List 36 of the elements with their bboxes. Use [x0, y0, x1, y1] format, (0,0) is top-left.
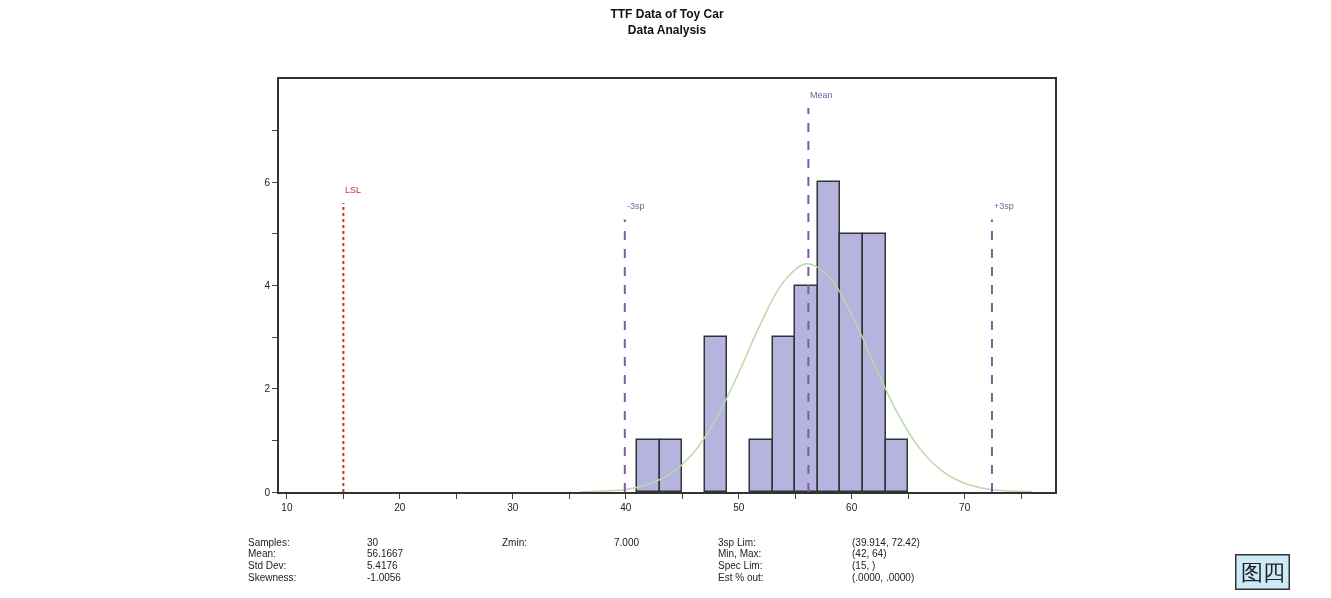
text: 56.1667: [367, 548, 404, 559]
text: 3sp Lim:: [718, 537, 756, 548]
y-tick-label: 6: [264, 176, 271, 188]
x-tick-label: 20: [394, 502, 406, 513]
text: (.0000, .0000): [852, 572, 915, 583]
text: Mean:: [248, 548, 276, 559]
text: Zmin:: [502, 537, 527, 548]
text: Est % out:: [718, 572, 764, 583]
x-tick-label: 10: [281, 502, 293, 513]
text: (42, 64): [852, 548, 887, 559]
y-tick-label: 4: [264, 280, 271, 291]
x-tick-label: 70: [959, 502, 971, 513]
text: Spec Lim:: [718, 560, 763, 571]
text: 图四: [1240, 559, 1285, 585]
x-tick-label: 60: [846, 502, 858, 513]
ref-line-label: Mean: [810, 90, 833, 100]
text: (39.914, 72.42): [852, 537, 920, 548]
text: (15, ): [852, 560, 876, 571]
x-tick-label: 50: [733, 502, 745, 513]
text: 5.4176: [367, 560, 399, 571]
ref-line-label: +3sp: [994, 201, 1014, 211]
text: Std Dev:: [248, 560, 287, 571]
text: 7.000: [614, 537, 640, 548]
text: Skewness:: [248, 572, 297, 583]
text: 30: [367, 537, 379, 548]
text: Samples:: [248, 537, 290, 548]
line-series: [579, 263, 1034, 492]
chart-title: TTF Data of Toy Car Data Analysis: [610, 7, 724, 37]
text: Min, Max:: [718, 548, 762, 559]
text: -1.0056: [367, 572, 402, 583]
x-tick-label: 30: [507, 502, 519, 513]
y-tick-label: 2: [264, 383, 271, 395]
x-tick-label: 40: [620, 502, 632, 513]
ref-line-label: -3sp: [627, 201, 645, 211]
y-tick-label: 0: [264, 486, 271, 498]
ref-line-label: LSL: [345, 185, 362, 195]
